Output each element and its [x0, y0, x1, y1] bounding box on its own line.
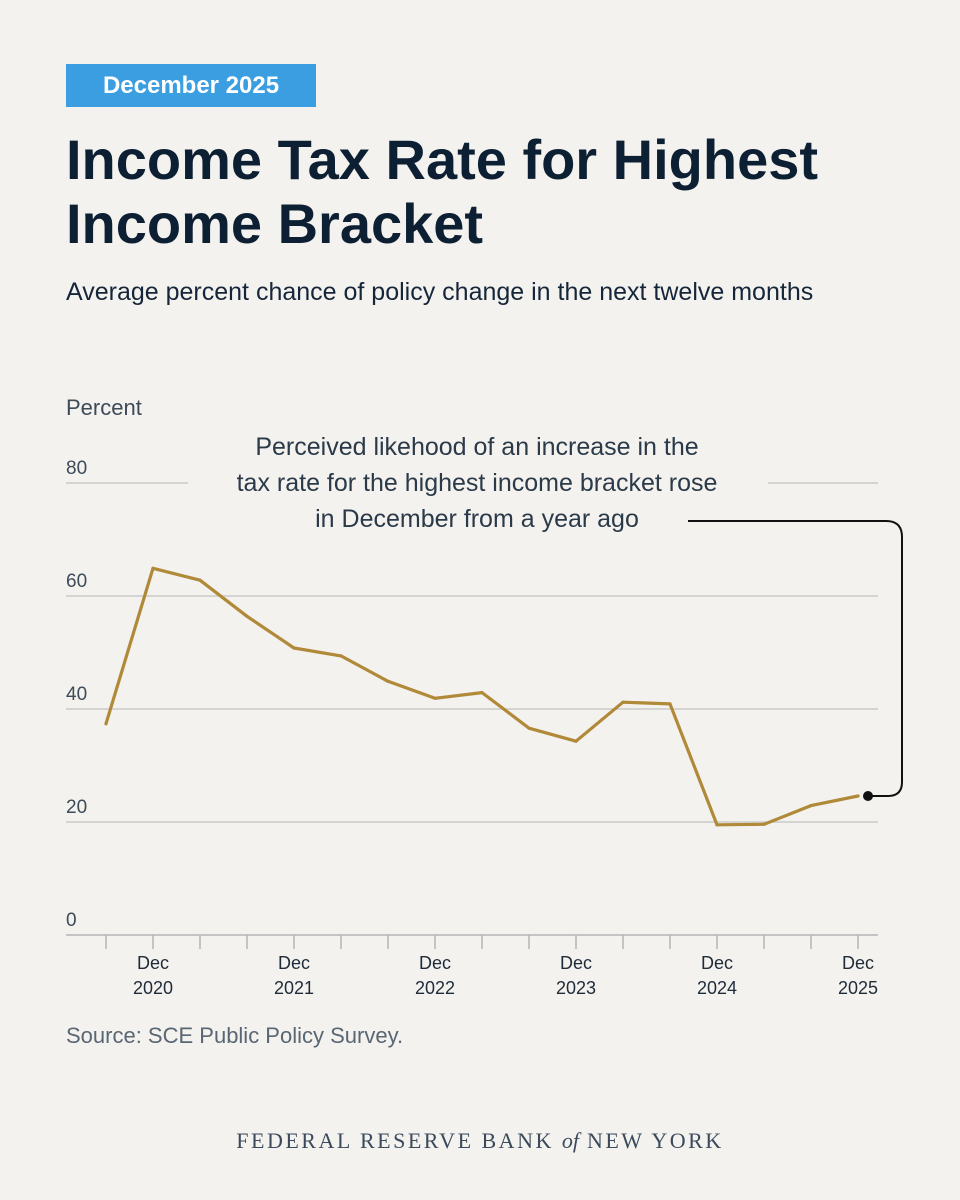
annotation-leader-dot	[863, 791, 873, 802]
footer-logo-text-pre: FEDERAL RESERVE BANK	[236, 1128, 554, 1153]
data-point	[198, 578, 202, 582]
x-tick-label-month: Dec	[278, 953, 310, 973]
y-tick-label-40: 40	[66, 684, 87, 705]
data-point	[386, 679, 390, 683]
x-tick-label-year: 2022	[415, 978, 455, 998]
x-tick-label-month: Dec	[560, 953, 592, 973]
annotation-text-line: in December from a year ago	[315, 505, 639, 533]
data-point	[809, 804, 813, 808]
data-point	[762, 822, 766, 826]
annotation-leader-line	[688, 520, 903, 797]
series-line	[104, 566, 860, 827]
y-axis-label: Percent	[66, 395, 142, 420]
x-tick-label-year: 2023	[556, 978, 596, 998]
x-tick-label-year: 2020	[133, 978, 173, 998]
y-tick-label-60: 60	[66, 571, 87, 592]
x-tick-label-month: Dec	[842, 953, 874, 973]
data-point	[480, 691, 484, 695]
chart-title: Income Tax Rate for Highest Income Brack…	[66, 128, 819, 255]
data-point	[668, 702, 672, 706]
data-point	[292, 646, 296, 650]
data-point	[715, 823, 719, 827]
annotation-text-line: Perceived likehood of an increase in the	[255, 433, 698, 461]
data-point	[433, 696, 437, 700]
footer-logo-text-post: NEW YORK	[586, 1128, 724, 1153]
data-point	[574, 739, 578, 743]
x-tick-label-month: Dec	[701, 953, 733, 973]
y-tick-label-20: 20	[66, 797, 87, 818]
footer-logo-text-of: of	[561, 1128, 579, 1153]
x-tick-label-year: 2021	[274, 978, 314, 998]
annotation: Perceived likehood of an increase in the…	[237, 433, 903, 802]
x-tick-label-month: Dec	[419, 953, 451, 973]
data-point	[527, 726, 531, 730]
x-tick-label-year: 2025	[838, 978, 878, 998]
x-tick-label-year: 2024	[697, 978, 737, 998]
data-point	[245, 614, 249, 618]
y-tick-label-0: 0	[66, 910, 77, 931]
chart-subtitle: Average percent chance of policy change …	[66, 278, 814, 306]
annotation-background-rect	[188, 428, 768, 544]
annotation-text-line: tax rate for the highest income bracket …	[237, 469, 718, 497]
data-point	[339, 654, 343, 658]
source-note: Source: SCE Public Policy Survey.	[66, 1023, 404, 1048]
series-layer	[104, 566, 860, 827]
data-point	[104, 722, 108, 726]
footer-logo: FEDERAL RESERVE BANK of NEW YORK	[0, 1128, 960, 1154]
date-badge: December 2025	[66, 64, 316, 107]
x-tick-label-month: Dec	[137, 953, 169, 973]
y-tick-label-80: 80	[66, 458, 87, 479]
line-chart: Percent 0 20 40 60 80 Dec 2020 Dec 2021 Dec 2022 De…	[66, 395, 903, 998]
data-point	[621, 700, 625, 704]
annotation-background	[188, 428, 768, 544]
data-point	[151, 566, 155, 570]
data-point	[856, 794, 860, 798]
